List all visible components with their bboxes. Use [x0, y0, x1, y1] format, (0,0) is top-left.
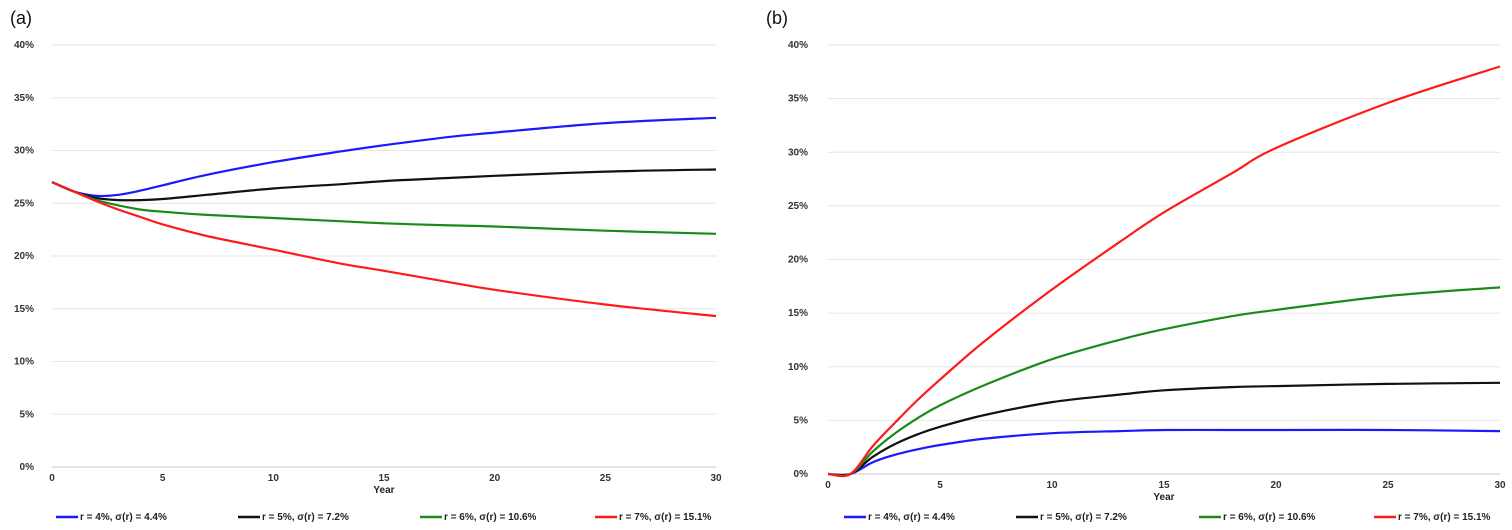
legend-label: r = 7%, σ(r) = 15.1%: [1398, 512, 1491, 523]
legend-label: r = 4%, σ(r) = 4.4%: [868, 512, 955, 523]
y-tick-label: 0%: [794, 469, 809, 480]
y-tick-label: 40%: [788, 40, 808, 51]
legend-label: r = 6%, σ(r) = 10.6%: [444, 512, 537, 523]
x-tick-label: 25: [1382, 480, 1394, 491]
y-tick-label: 35%: [14, 93, 34, 104]
y-tick-label: 25%: [788, 201, 808, 212]
legend-label: r = 4%, σ(r) = 4.4%: [80, 512, 167, 523]
y-tick-label: 0%: [20, 462, 35, 473]
chart-b-svg: 0% 5% 10% 15% 20% 25% 30% 35% 40% 0 5 10 15 20 25 30 Yea…: [788, 40, 1506, 523]
chart-panel-b: 0% 5% 10% 15% 20% 25% 30% 35% 40% 0 5 10 15 20 25 30 Yea…: [756, 0, 1512, 530]
series-line-a-4: [51, 181, 717, 318]
legend-label: r = 5%, σ(r) = 7.2%: [262, 512, 349, 523]
y-tick-label: 25%: [14, 198, 34, 209]
y-tick-label: 20%: [788, 255, 808, 266]
chart-a-svg: 0% 5% 10% 15% 20% 25% 30% 35% 40% 0 5 10 15 20 25 30 Yea…: [14, 40, 722, 523]
y-tick-label: 15%: [788, 308, 808, 319]
y-tick-label: 5%: [794, 415, 809, 426]
y-tick-label: 20%: [14, 251, 34, 262]
y-tick-label: 5%: [20, 409, 35, 420]
x-axis-title: Year: [373, 485, 394, 496]
x-tick-label: 30: [1494, 480, 1506, 491]
panel-label-b: (b): [766, 8, 788, 28]
series-line-b-3: [827, 286, 1501, 477]
x-tick-label: 20: [489, 473, 501, 484]
x-tick-label: 15: [1158, 480, 1170, 491]
y-tick-label: 40%: [14, 40, 34, 51]
x-tick-label: 5: [937, 480, 943, 491]
x-tick-label: 15: [378, 473, 390, 484]
x-axis-title: Year: [1153, 492, 1174, 503]
x-tick-label: 0: [49, 473, 55, 484]
legend-label: r = 7%, σ(r) = 15.1%: [619, 512, 712, 523]
legend-label: r = 6%, σ(r) = 10.6%: [1223, 512, 1316, 523]
series-line-b-2: [827, 381, 1501, 477]
x-tick-label: 10: [268, 473, 280, 484]
y-tick-label: 10%: [14, 357, 34, 368]
y-tick-label: 10%: [788, 362, 808, 373]
x-tick-label: 5: [160, 473, 166, 484]
series-line-a-3: [51, 181, 717, 235]
x-tick-label: 0: [825, 480, 831, 491]
y-tick-label: 30%: [14, 146, 34, 157]
series-line-a-1: [51, 116, 717, 198]
x-tick-label: 30: [710, 473, 722, 484]
series-line-b-1: [827, 428, 1501, 476]
legend-label: r = 5%, σ(r) = 7.2%: [1040, 512, 1127, 523]
x-tick-label: 20: [1270, 480, 1282, 491]
chart-panel-a: 0% 5% 10% 15% 20% 25% 30% 35% 40% 0 5 10 15 20 25 30 Yea…: [10, 8, 722, 523]
series-line-a-2: [51, 168, 717, 202]
series-line-b-4: [827, 65, 1501, 478]
x-tick-label: 25: [600, 473, 612, 484]
panel-label-a: (a): [10, 8, 32, 28]
y-tick-label: 15%: [14, 304, 34, 315]
x-tick-label: 10: [1046, 480, 1058, 491]
y-tick-label: 35%: [788, 94, 808, 105]
y-tick-label: 30%: [788, 147, 808, 158]
